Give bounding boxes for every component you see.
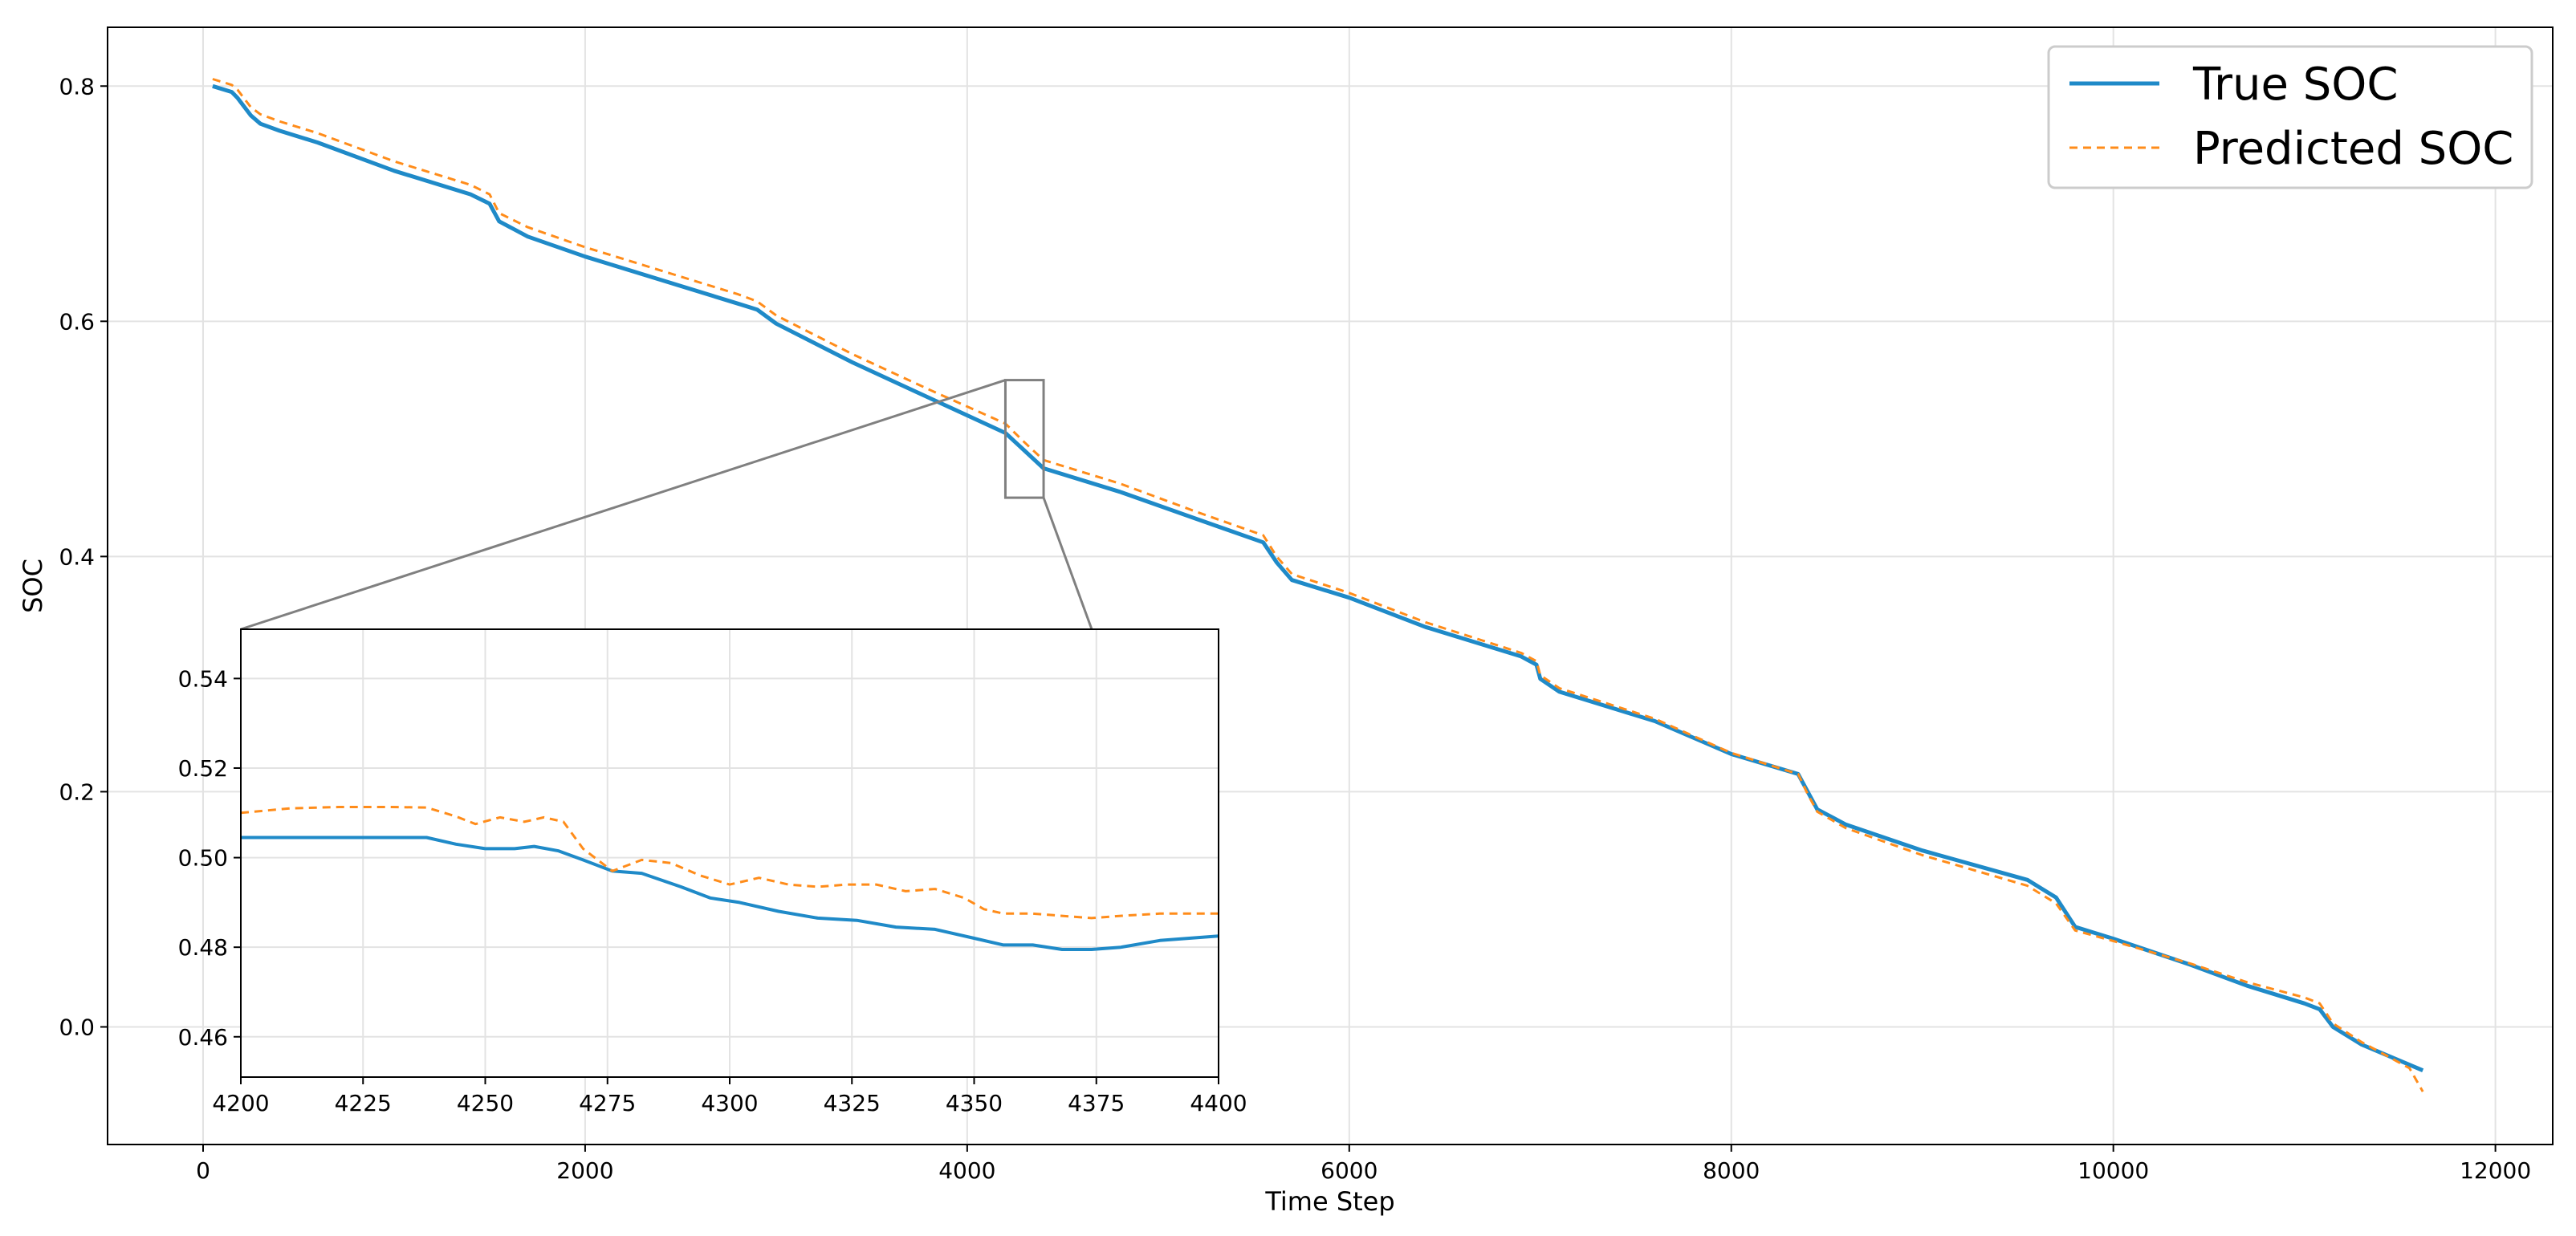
inset-x-tick-label: 4350 (946, 1090, 1003, 1116)
inset-x-tick-label: 4250 (457, 1090, 514, 1116)
inset-y-tick-label: 0.50 (178, 845, 228, 872)
inset-x-tick-label: 4375 (1068, 1090, 1125, 1116)
inset-y-tick-label: 0.46 (178, 1024, 228, 1051)
x-axis-label: Time Step (1264, 1186, 1394, 1217)
zoom-connector-right (1042, 497, 1093, 630)
inset-ticks: 4200 4225 4250 4275 4300 4325 4350 4375 4400 0.46… (178, 665, 1247, 1116)
legend-true-soc-label: True SOC (2192, 59, 2398, 111)
legend-box (2047, 45, 2533, 189)
zoom-connector-lines (240, 379, 1093, 631)
main-y-tick-label: 0.6 (59, 308, 95, 335)
inset-x-tick-label: 4325 (824, 1090, 881, 1116)
main-y-tick-label: 0.0 (59, 1014, 95, 1040)
inset-x-tick-label: 4275 (579, 1090, 636, 1116)
main-x-tick-label: 2000 (556, 1157, 613, 1184)
inset-y-tick-label: 0.52 (178, 755, 228, 782)
main-ticks: 0 2000 4000 6000 8000 10000 12000 0.0 0.2 0.4 0.6 0… (59, 73, 2531, 1184)
inset-series-predicted-soc (241, 806, 1219, 920)
main-series-true-soc (212, 83, 2424, 1073)
legend-predicted-soc-label: Predicted SOC (2193, 123, 2513, 175)
legend: True SOC Predicted SOC (2047, 45, 2533, 189)
zoom-connector-left (240, 379, 1006, 631)
main-x-tick-label: 0 (196, 1157, 210, 1184)
inset-x-tick-label: 4400 (1190, 1090, 1247, 1116)
main-plot-frame (107, 26, 2554, 1145)
inset-y-tick-label: 0.48 (178, 934, 228, 961)
main-grid (108, 27, 2553, 1145)
main-series-predicted-soc (212, 78, 2424, 1092)
main-y-tick-label: 0.8 (59, 73, 95, 100)
inset-series-true-soc (241, 836, 1219, 951)
inset-x-tick-label: 4200 (212, 1090, 269, 1116)
zoom-region-box (1003, 379, 1045, 499)
main-x-tick-label: 12000 (2460, 1157, 2531, 1184)
inset-x-tick-label: 4300 (701, 1090, 758, 1116)
main-x-tick-label: 8000 (1703, 1157, 1760, 1184)
main-x-tick-label: 4000 (938, 1157, 995, 1184)
main-y-tick-label: 0.2 (59, 779, 95, 805)
inset-x-tick-label: 4225 (335, 1090, 392, 1116)
inset-series (241, 806, 1219, 951)
y-axis-label: SOC (18, 559, 48, 613)
main-x-tick-label: 6000 (1321, 1157, 1378, 1184)
main-series (212, 78, 2424, 1092)
main-x-tick-label: 10000 (2077, 1157, 2149, 1184)
inset-y-tick-label: 0.54 (178, 665, 228, 692)
main-y-tick-label: 0.4 (59, 543, 95, 570)
